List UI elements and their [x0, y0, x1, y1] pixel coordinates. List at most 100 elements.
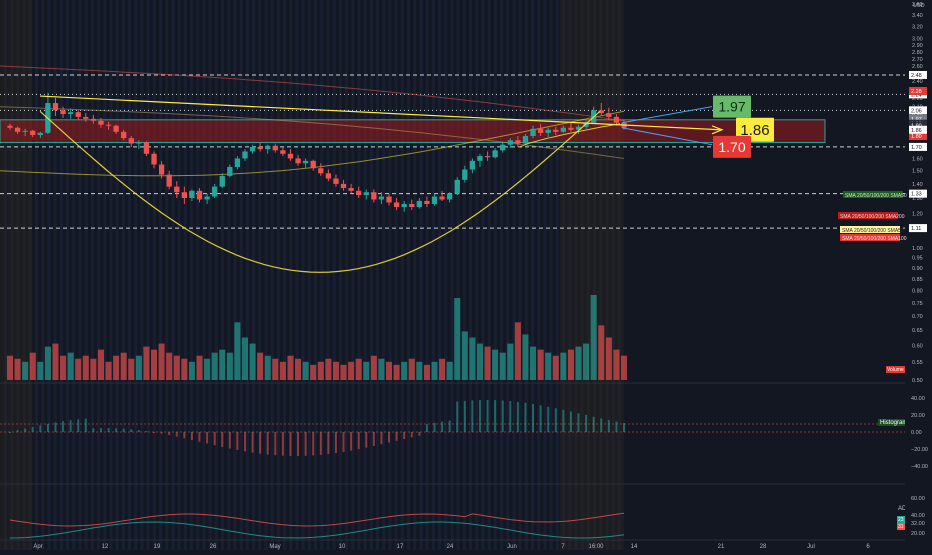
- price-axis[interactable]: USD3.603.403.203.002.902.802.702.602.502…: [905, 0, 932, 550]
- session-stripe: [171, 0, 175, 550]
- sma-legend-tag: [840, 226, 900, 233]
- volume-bar: [484, 346, 491, 380]
- adx-tick-label: 60.00: [911, 496, 925, 502]
- histogram-bar: [9, 432, 11, 433]
- session-stripe: [617, 0, 621, 550]
- volume-bar: [302, 361, 309, 380]
- volume-bar: [82, 355, 89, 380]
- volume-bar: [22, 361, 29, 380]
- session-stripe: [128, 0, 132, 550]
- volume-bar: [332, 361, 339, 380]
- price-tick-label: 0.50: [912, 378, 923, 384]
- rim-trendline: [39, 95, 721, 131]
- session-stripe: [425, 0, 429, 550]
- session-stripe: [475, 0, 479, 550]
- volume-bar: [128, 358, 135, 380]
- volume-bar: [188, 361, 195, 380]
- session-stripe: [326, 0, 330, 550]
- session-stripe: [295, 0, 299, 550]
- volume-bar: [348, 361, 355, 380]
- price-level-tag: [909, 224, 927, 233]
- session-stripe: [115, 0, 119, 550]
- time-tick-label: 12: [102, 544, 109, 550]
- histogram-bar: [547, 406, 550, 432]
- candle-body: [515, 140, 521, 144]
- candle-body: [128, 138, 134, 144]
- volume-bar: [340, 364, 347, 380]
- volume-bar: [431, 361, 438, 380]
- volume-bar: [241, 337, 249, 380]
- price-tick-label: 2.90: [912, 43, 923, 49]
- candle-body: [454, 179, 460, 194]
- volume-bar: [113, 355, 120, 380]
- candle-body: [409, 203, 415, 208]
- price-level-tag-text: 1.11: [911, 226, 921, 232]
- histogram-bar: [175, 432, 178, 437]
- time-tick-label: 10: [339, 544, 346, 550]
- candle-body: [52, 103, 59, 111]
- session-stripe: [134, 0, 138, 550]
- volume-bar: [507, 343, 514, 380]
- volume-bar: [135, 355, 142, 380]
- session-stripe: [574, 0, 578, 550]
- price-tick-label: 1.40: [912, 182, 923, 188]
- histogram-bar: [501, 400, 504, 432]
- session-stripe: [202, 0, 206, 550]
- candle-body: [174, 186, 180, 193]
- axis-marker: [909, 125, 927, 134]
- histogram-bar: [456, 401, 459, 432]
- session-stripe: [16, 0, 20, 550]
- axis-marker: [909, 132, 927, 141]
- target-label-text: 1.70: [718, 139, 745, 155]
- volume-bar: [67, 352, 74, 380]
- candle-body: [363, 192, 369, 196]
- volume-bar: [620, 355, 628, 380]
- histogram-bar: [494, 400, 497, 432]
- session-stripe: [4, 0, 8, 550]
- histogram-bar: [463, 400, 466, 432]
- volume-bar: [295, 358, 302, 380]
- candle-body: [310, 160, 316, 169]
- session-stripe: [276, 0, 280, 550]
- volume-bar: [143, 346, 150, 380]
- histogram-bar: [600, 418, 603, 432]
- price-tick-label: 0.60: [912, 343, 923, 349]
- session-stripe: [413, 0, 417, 550]
- histogram-bar: [274, 432, 277, 456]
- session-stripe: [35, 0, 39, 550]
- session-stripe: [537, 0, 541, 550]
- price-tick-label: 2.70: [912, 57, 923, 63]
- volume-bar: [211, 352, 218, 380]
- candle-body: [143, 142, 150, 154]
- session-stripe: [332, 0, 336, 550]
- adx-tick-label: 40.00: [911, 513, 925, 519]
- session-stripe: [400, 0, 404, 550]
- candle-body: [249, 146, 256, 152]
- histogram-bar: [441, 421, 444, 432]
- price-tick-label: 1.60: [912, 156, 923, 162]
- session-stripe: [121, 0, 125, 550]
- price-tick-label: 3.00: [912, 37, 923, 43]
- session-stripe: [363, 0, 367, 550]
- histogram-bar: [403, 432, 406, 439]
- session-stripe: [22, 0, 26, 550]
- session-stripe: [580, 0, 584, 550]
- session-stripe: [444, 0, 448, 550]
- time-tick-label: Apr: [33, 544, 42, 550]
- volume-bar: [272, 358, 279, 380]
- axis-marker: [909, 86, 927, 95]
- histogram-bar: [168, 432, 171, 436]
- candle-body: [386, 196, 392, 203]
- histogram-bar: [327, 432, 330, 455]
- time-axis[interactable]: Apr 12 19 26 May 10 17 24 Jun 7 16:00 14 21 28 Jul 6: [0, 539, 905, 550]
- candle-body: [560, 127, 567, 132]
- histogram-tick-label: −20.00: [911, 447, 928, 453]
- session-stripe: [233, 0, 237, 550]
- histogram-bar: [107, 428, 110, 432]
- histogram-bar: [145, 431, 148, 433]
- price-level-tag-text: 2.06: [911, 108, 922, 114]
- session-stripe: [481, 0, 485, 550]
- candle-body: [166, 174, 172, 187]
